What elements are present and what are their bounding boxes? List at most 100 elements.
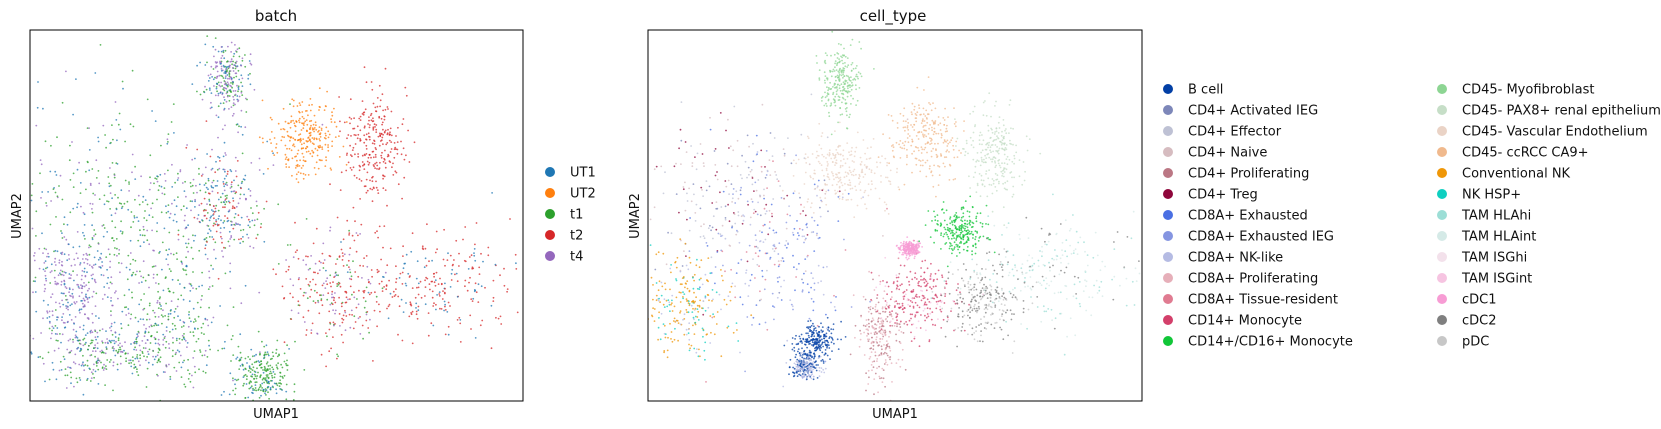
scatter-point [288,166,290,169]
scatter-point [217,92,220,95]
scatter-point [231,83,234,85]
scatter-point [144,279,147,282]
scatter-point [854,336,856,339]
scatter-point [732,331,735,334]
scatter-point [299,288,302,290]
scatter-point [664,288,667,291]
scatter-point [722,190,725,193]
scatter-point [76,168,79,171]
scatter-point [850,70,853,72]
scatter-point [663,351,665,354]
scatter-point [303,142,305,145]
scatter-point [748,244,751,247]
scatter-point [345,315,348,317]
scatter-point [440,308,443,310]
scatter-point [237,378,240,381]
scatter-point [330,118,332,121]
scatter-point [433,275,435,278]
scatter-point [381,123,383,126]
scatter-point [226,217,229,220]
scatter-point [195,287,198,290]
scatter-point [396,152,399,155]
scatter-point [763,188,765,191]
scatter-point [125,266,128,269]
scatter-point [870,342,873,345]
scatter-point [755,304,758,306]
scatter-point [189,200,192,203]
scatter-point [201,98,204,101]
scatter-point [805,162,808,164]
scatter-point [69,371,72,374]
scatter-point [137,360,140,363]
scatter-point [52,188,55,191]
scatter-point [357,133,360,136]
scatter-point [206,258,209,260]
scatter-point [72,328,75,331]
scatter-point [170,300,173,302]
scatter-point [835,86,838,88]
scatter-point [234,378,237,381]
scatter-point [395,277,398,280]
scatter-point [260,223,263,225]
scatter-point [703,349,706,352]
scatter-point [189,380,192,383]
scatter-point [886,164,888,167]
scatter-point [139,357,142,360]
scatter-point [761,103,764,106]
scatter-point [801,354,804,356]
scatter-point [738,241,741,244]
scatter-point [276,366,278,369]
scatter-point [175,205,178,208]
scatter-point [72,186,75,189]
scatter-point [66,223,69,226]
scatter-point [816,324,819,327]
scatter-point [492,279,495,282]
scatter-point [824,343,827,346]
scatter-point [657,289,660,292]
scatter-point [114,331,117,334]
scatter-point [283,341,286,344]
scatter-point [59,360,62,363]
scatter-point [804,343,806,346]
scatter-point [227,77,229,80]
scatter-point [785,221,788,224]
scatter-point [180,260,183,263]
scatter-point [693,273,696,276]
scatter-point [248,382,251,385]
scatter-point [289,103,291,105]
scatter-point [500,323,503,325]
scatter-point [158,349,161,351]
scatter-point [210,168,213,171]
scatter-point [347,259,350,262]
scatter-point [109,281,112,284]
scatter-point [715,323,718,325]
scatter-point [163,227,166,230]
scatter-point [225,175,228,177]
scatter-point [319,139,321,142]
scatter-point [91,203,94,205]
scatter-point [227,45,229,48]
scatter-point [291,174,293,177]
scatter-point [819,162,821,165]
scatter-point [733,105,736,108]
scatter-point [450,279,453,281]
scatter-point [110,214,113,217]
scatter-point [227,210,230,213]
scatter-point [893,300,896,303]
scatter-point [211,181,214,184]
scatter-point [812,368,815,371]
scatter-point [400,140,402,143]
scatter-point [352,327,355,330]
scatter-point [79,262,82,264]
scatter-point [320,299,323,302]
scatter-point [822,362,825,364]
scatter-point [129,359,132,362]
scatter-point [128,362,131,365]
scatter-point [170,309,172,311]
scatter-point [223,246,225,249]
scatter-point [217,217,220,220]
scatter-point [332,281,334,283]
scatter-point [826,95,828,97]
scatter-point [818,375,821,378]
scatter-point [295,120,298,123]
